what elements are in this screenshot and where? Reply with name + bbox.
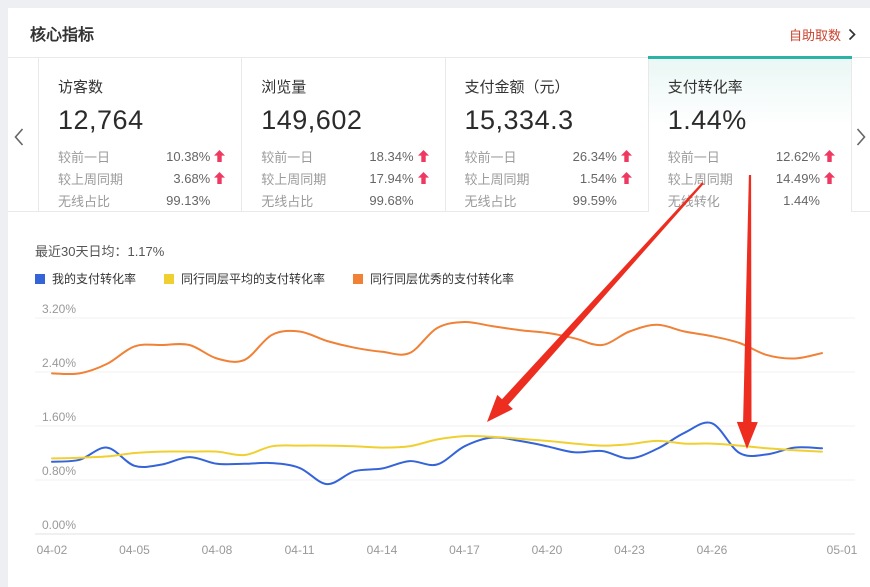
card-value: 12,764 <box>58 105 144 135</box>
core-metrics-panel: 核心指标 自助取数 访客数 12,764 <box>8 8 870 587</box>
row-label: 较前一日 <box>261 149 314 165</box>
row-value: 3.68% <box>173 170 211 186</box>
card-row: 较前一日 10.38% <box>58 145 226 167</box>
card-row: 较前一日 26.34% <box>465 145 632 167</box>
card-row: 无线占比 99.68% <box>261 189 428 211</box>
row-label: 较前一日 <box>58 149 111 165</box>
card-rows: 较前一日 12.62% 较上周同期 14.49% 无线转化 1.44% <box>668 145 835 211</box>
carousel-next-button[interactable] <box>855 127 867 152</box>
row-label: 较前一日 <box>464 149 517 165</box>
metric-tabs: 访客数 12,764 较前一日 10.38% 较上周同期 3.68% 无线占比 <box>38 56 853 212</box>
up-arrow-icon <box>417 172 429 184</box>
legend-item[interactable]: 同行同层平均的支付转化率 <box>164 270 325 287</box>
up-arrow-icon <box>620 172 632 184</box>
row-label: 较上周同期 <box>464 171 530 187</box>
card-title: 支付转化率 <box>667 79 743 96</box>
row-value: 99.59% <box>572 192 617 208</box>
row-label: 无线占比 <box>58 193 111 209</box>
chevron-right-icon <box>856 128 866 146</box>
row-label: 较前一日 <box>667 149 720 165</box>
carousel-prev-button[interactable] <box>13 127 25 152</box>
card-rows: 较前一日 18.34% 较上周同期 17.94% 无线占比 99.68% <box>261 145 429 211</box>
row-value: 99.68% <box>369 192 414 208</box>
chart-average-summary: 最近30天日均：1.17% <box>35 244 165 259</box>
tab-visitors[interactable]: 访客数 12,764 较前一日 10.38% 较上周同期 3.68% 无线占比 <box>39 57 241 211</box>
up-arrow-icon <box>620 150 632 162</box>
legend-swatch-icon <box>35 273 45 284</box>
row-value: 99.13% <box>166 192 211 208</box>
legend-label: 同行同层优秀的支付转化率 <box>370 272 515 286</box>
tab-conversion-rate[interactable]: 支付转化率 1.44% 较前一日 12.62% 较上周同期 14.49% 无线转… <box>647 56 853 212</box>
row-value: 12.62% <box>775 148 820 164</box>
chevron-right-icon <box>848 28 856 41</box>
row-value: 14.49% <box>775 170 820 186</box>
card-value: 15,334.3 <box>464 105 574 135</box>
card-row: 较前一日 18.34% <box>261 145 429 167</box>
card-title: 支付金额（元） <box>464 79 570 96</box>
row-value: 18.34% <box>369 148 414 164</box>
card-row: 较上周同期 1.54% <box>465 167 632 189</box>
card-row: 较上周同期 14.49% <box>668 167 835 189</box>
tab-payment-amount[interactable]: 支付金额（元） 15,334.3 较前一日 26.34% 较上周同期 1.54%… <box>444 57 648 211</box>
card-value: 1.44% <box>667 105 747 135</box>
up-arrow-icon <box>417 150 429 162</box>
card-rows: 较前一日 26.34% 较上周同期 1.54% 无线占比 99.59% <box>465 145 632 211</box>
tabs-bottom-border <box>8 211 870 212</box>
row-label: 较上周同期 <box>667 171 733 187</box>
card-row: 较上周同期 3.68% <box>58 167 226 189</box>
card-value: 149,602 <box>261 105 363 135</box>
row-value: 10.38% <box>166 148 211 164</box>
row-label: 较上周同期 <box>261 171 327 187</box>
up-arrow-icon <box>214 150 226 162</box>
chevron-left-icon <box>14 128 24 146</box>
card-row: 无线占比 99.13% <box>58 189 225 211</box>
card-title: 访客数 <box>58 79 104 96</box>
card-row: 无线占比 99.59% <box>465 189 632 211</box>
legend-swatch-icon <box>164 273 175 284</box>
self-service-data-link[interactable]: 自助取数 <box>789 25 856 44</box>
row-value: 26.34% <box>572 148 617 164</box>
legend-label: 我的支付转化率 <box>52 272 137 286</box>
chart-legend: 我的支付转化率 同行同层平均的支付转化率 同行同层优秀的支付转化率 <box>35 270 514 287</box>
row-value: 1.44% <box>783 192 820 208</box>
row-label: 无线占比 <box>261 193 314 209</box>
card-row: 较前一日 12.62% <box>668 145 835 167</box>
row-label: 较上周同期 <box>58 171 124 187</box>
row-label: 无线占比 <box>464 193 517 209</box>
row-label: 无线转化 <box>667 193 720 209</box>
legend-label: 同行同层平均的支付转化率 <box>181 272 326 286</box>
page-title: 核心指标 <box>30 27 95 44</box>
legend-item[interactable]: 同行同层优秀的支付转化率 <box>353 270 514 287</box>
card-row: 较上周同期 17.94% <box>261 167 429 189</box>
card-row: 无线转化 1.44% <box>668 189 835 211</box>
tabs-top-border <box>8 57 870 58</box>
card-title: 浏览量 <box>261 79 307 96</box>
card-rows: 较前一日 10.38% 较上周同期 3.68% 无线占比 99.13% <box>58 145 226 211</box>
legend-swatch-icon <box>353 273 364 284</box>
up-arrow-icon <box>214 172 226 184</box>
self-service-data-label: 自助取数 <box>788 28 841 43</box>
row-value: 17.94% <box>369 170 414 186</box>
up-arrow-icon <box>824 172 835 184</box>
row-value: 1.54% <box>579 170 617 186</box>
legend-item[interactable]: 我的支付转化率 <box>35 270 136 287</box>
tab-pageviews[interactable]: 浏览量 149,602 较前一日 18.34% 较上周同期 17.94% 无线占… <box>241 57 444 211</box>
up-arrow-icon <box>824 150 835 162</box>
